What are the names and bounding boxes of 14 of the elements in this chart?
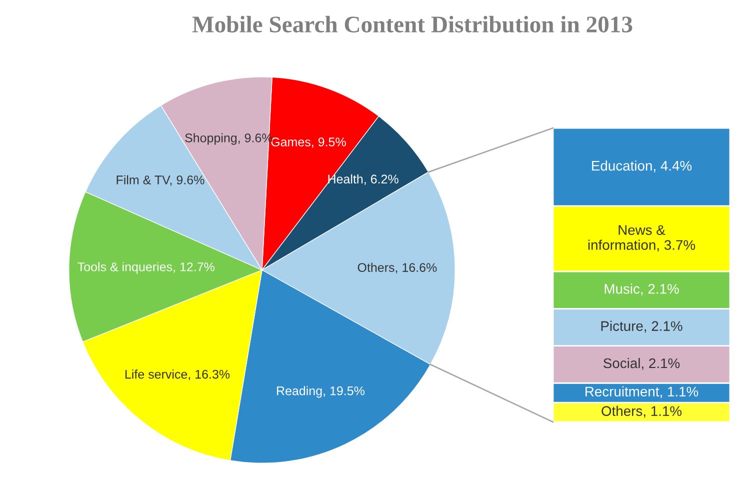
slice-label: Games, 9.5%	[271, 138, 346, 148]
data-label: Education, 4.4%	[592, 160, 692, 172]
data-label: Social, 2.1%	[604, 358, 680, 370]
slice-label: Others, 16.6%	[358, 262, 437, 274]
data-label: Picture, 2.1%	[601, 320, 682, 333]
data-label: Music, 2.1%	[604, 284, 679, 296]
data-label: Others, 1.1%	[602, 406, 682, 418]
data-label: News & information, 3.7%	[588, 225, 696, 252]
slice-label: Tools & inqueries, 12.7%	[78, 262, 214, 274]
slice-label: Life service, 16.3%	[125, 370, 230, 380]
chart-title: Mobile Search Content Distribution in 2013	[192, 16, 632, 33]
slice-label: Film & TV, 9.6%	[116, 175, 204, 186]
data-label: Recruitment, 1.1%	[586, 386, 698, 398]
slice-label: Reading, 19.5%	[277, 386, 364, 398]
